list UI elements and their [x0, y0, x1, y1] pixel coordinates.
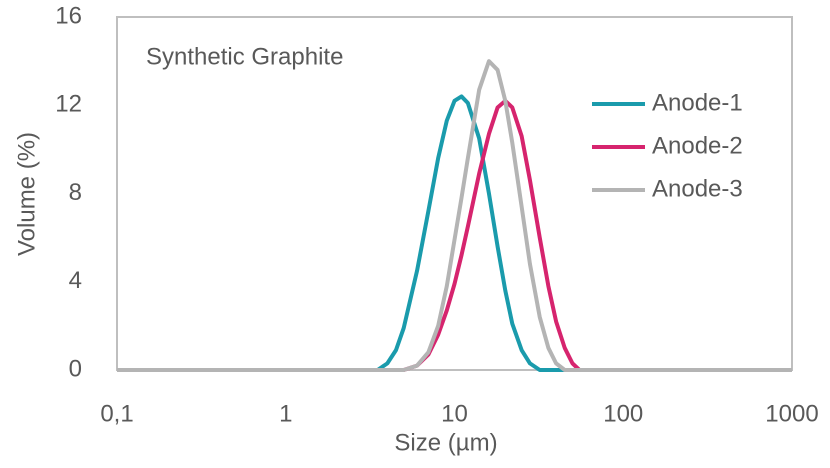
plot-frame [116, 16, 793, 371]
y-tick-label: 8 [69, 179, 82, 206]
x-tick-label: 1000 [765, 400, 818, 427]
data-line [117, 94, 792, 372]
x-tick-label: 0,1 [100, 400, 133, 427]
legend-label: Anode-3 [652, 175, 743, 202]
data-line [117, 59, 792, 372]
legend-label: Anode-1 [652, 89, 743, 116]
x-tick-label: 10 [441, 400, 468, 427]
y-axis-label: Volume (%) [13, 132, 40, 256]
legend-label: Anode-2 [652, 132, 743, 159]
x-tick-label: 100 [603, 400, 643, 427]
x-tick-label: 1 [279, 400, 292, 427]
x-axis-label: Size (µm) [394, 429, 497, 456]
y-tick-label: 16 [55, 2, 82, 29]
y-tick-label: 4 [69, 267, 82, 294]
annotation: Synthetic Graphite [146, 43, 343, 70]
y-tick-label: 12 [55, 91, 82, 118]
y-tick-label: 0 [69, 355, 82, 382]
